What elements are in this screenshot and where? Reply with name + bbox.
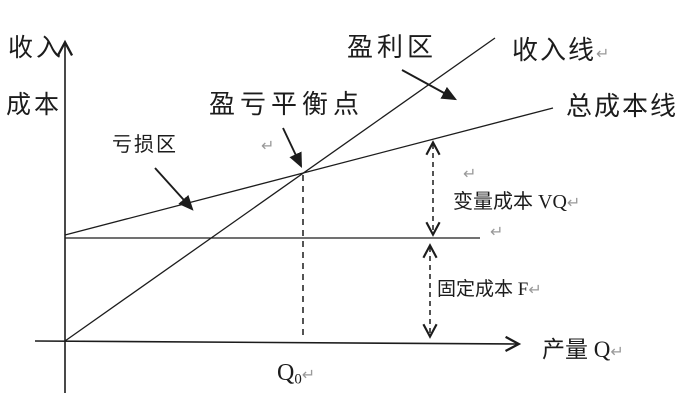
paragraph-mark: ↵	[463, 164, 477, 183]
x-axis-title: 产量 Q↵	[542, 337, 624, 362]
profit-zone-arrow	[401, 69, 458, 101]
total-cost-line-label: 总成本线	[566, 92, 679, 121]
loss-zone-label: 亏损区	[112, 134, 178, 156]
paragraph-mark: ↵	[490, 222, 504, 241]
fixed-cost-label-text: 固定成本 F	[437, 279, 529, 300]
q0-label: Q0↵	[277, 360, 315, 388]
paragraph-mark: ↵	[610, 342, 624, 361]
y-axis-title-cost: 成本	[6, 92, 63, 119]
loss-zone-arrow	[154, 167, 194, 211]
q0-base: Q	[277, 360, 295, 386]
x-axis	[34, 335, 522, 352]
profit-zone-label: 盈利区	[347, 33, 438, 62]
revenue-line	[64, 37, 496, 342]
paragraph-mark: ↵	[566, 193, 581, 212]
y-axis-title-revenue: 收入	[8, 35, 65, 62]
x-axis-title-text: 产量 Q	[542, 337, 611, 362]
break-even-arrow	[282, 127, 302, 169]
total-cost-line	[64, 107, 554, 236]
variable-cost-label: 变量成本 VQ↵	[453, 191, 580, 213]
variable-cost-label-text: 变量成本 VQ	[453, 191, 567, 213]
revenue-line-label-text: 收入线	[512, 36, 597, 65]
revenue-line-label: 收入线↵	[512, 36, 610, 66]
paragraph-mark: ↵	[528, 280, 542, 299]
q0-subscript: 0	[294, 371, 302, 388]
paragraph-mark: ↵	[596, 44, 610, 63]
fixed-cost-label: 固定成本 F↵	[437, 279, 542, 301]
paragraph-mark: ↵	[261, 136, 275, 155]
paragraph-mark: ↵	[301, 365, 316, 384]
break-even-point-label: 盈亏平衡点	[209, 90, 365, 119]
